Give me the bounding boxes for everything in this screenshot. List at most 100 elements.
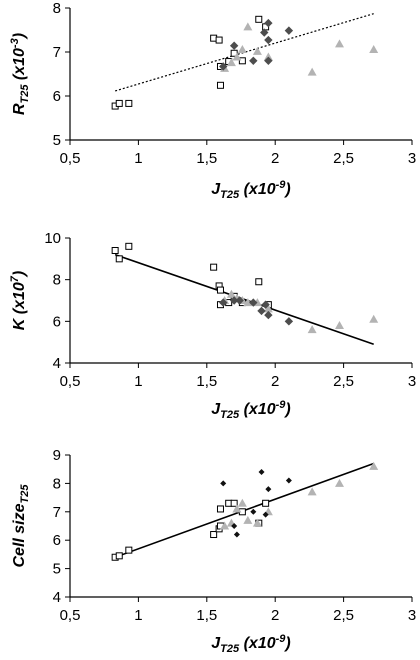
point-triangle bbox=[226, 58, 236, 67]
y-tick-label: 10 bbox=[44, 230, 61, 247]
point-open-square bbox=[210, 263, 218, 271]
x-tick-label: 2 bbox=[271, 373, 279, 390]
point-triangle bbox=[226, 289, 236, 298]
x-label-main: J bbox=[211, 401, 221, 418]
y-tick-label: 5 bbox=[53, 132, 61, 149]
point-diamond bbox=[250, 508, 257, 515]
point-diamond bbox=[220, 480, 227, 487]
point-diamond bbox=[261, 300, 270, 309]
point-open-square bbox=[115, 99, 123, 107]
point-open-square bbox=[115, 255, 123, 263]
x-tick-label: 1,5 bbox=[196, 373, 217, 390]
x-label-superscript: -9 bbox=[276, 633, 287, 645]
y-tick-label: 8 bbox=[53, 272, 61, 289]
point-triangle bbox=[307, 325, 317, 334]
point-open-square bbox=[125, 242, 133, 250]
point-diamond bbox=[265, 486, 272, 493]
point-diamond bbox=[284, 317, 294, 326]
point-open-square bbox=[216, 286, 224, 294]
y-label-end: ) bbox=[11, 271, 28, 278]
y-label-main: Cell size bbox=[11, 503, 28, 567]
point-open-square bbox=[115, 552, 123, 560]
y-label-end: ) bbox=[11, 33, 28, 40]
point-triangle bbox=[369, 44, 379, 53]
point-open-square bbox=[238, 57, 246, 65]
y-axis-label: Cell sizeT25 bbox=[11, 484, 31, 568]
x-label-tail: (x10 bbox=[239, 401, 276, 418]
point-open-square bbox=[215, 36, 223, 44]
y-label-superscript: 7 bbox=[9, 275, 21, 282]
x-label-end: ) bbox=[283, 635, 290, 652]
point-diamond bbox=[260, 28, 269, 37]
point-diamond bbox=[231, 523, 238, 529]
y-label-subscript: T25 bbox=[19, 484, 31, 504]
point-diamond bbox=[264, 56, 273, 65]
y-tick-label: 8 bbox=[53, 0, 61, 17]
y-tick-label: 6 bbox=[53, 88, 61, 105]
x-tick-label: 1,5 bbox=[196, 150, 217, 167]
point-diamond bbox=[262, 511, 269, 518]
x-axis-label: JT25 (x10-9) bbox=[211, 179, 290, 201]
y-label-superscript: -3 bbox=[9, 38, 21, 48]
x-tick-label: 2,5 bbox=[333, 150, 354, 167]
point-triangle bbox=[369, 461, 379, 470]
x-tick-label: 3 bbox=[408, 373, 416, 390]
x-tick-label: 1 bbox=[134, 150, 142, 167]
x-label-end: ) bbox=[283, 181, 290, 198]
x-tick-label: 2,5 bbox=[333, 373, 354, 390]
point-diamond bbox=[235, 296, 244, 305]
point-diamond bbox=[233, 531, 240, 538]
point-diamond bbox=[229, 41, 239, 50]
point-open-square bbox=[216, 81, 224, 89]
x-label-end: ) bbox=[283, 401, 290, 418]
y-label-subscript: T25 bbox=[19, 84, 31, 104]
x-axis-label: JT25 (x10-9) bbox=[211, 633, 290, 655]
point-diamond bbox=[249, 298, 258, 307]
y-tick-label: 4 bbox=[53, 589, 61, 606]
point-open-square bbox=[111, 247, 119, 254]
point-diamond bbox=[264, 35, 273, 45]
x-label-subscript: T25 bbox=[220, 643, 240, 655]
y-axis-label: RT25 (x10-3) bbox=[9, 33, 31, 115]
point-diamond bbox=[219, 298, 228, 307]
y-label-main: R bbox=[11, 103, 28, 115]
point-triangle bbox=[243, 22, 253, 31]
y-tick-label: 5 bbox=[53, 561, 61, 578]
point-triangle bbox=[334, 321, 344, 329]
point-open-square bbox=[125, 546, 133, 554]
y-label-main: K bbox=[11, 317, 28, 330]
x-tick-label: 3 bbox=[408, 150, 416, 167]
point-triangle bbox=[243, 515, 253, 524]
x-tick-label: 1 bbox=[134, 373, 142, 390]
point-diamond bbox=[285, 477, 292, 484]
x-label-superscript: -9 bbox=[276, 399, 287, 411]
point-open-square bbox=[216, 505, 224, 513]
y-tick-label: 7 bbox=[53, 44, 61, 61]
x-tick-label: 1 bbox=[134, 607, 142, 624]
x-label-subscript: T25 bbox=[220, 409, 240, 421]
point-diamond bbox=[249, 56, 258, 65]
x-tick-label: 2,5 bbox=[333, 607, 354, 624]
point-diamond bbox=[257, 306, 266, 316]
point-triangle bbox=[232, 52, 242, 61]
point-triangle bbox=[263, 52, 273, 61]
point-triangle bbox=[334, 39, 344, 48]
y-tick-label: 7 bbox=[53, 504, 61, 521]
y-tick-label: 4 bbox=[53, 355, 61, 372]
point-triangle bbox=[334, 478, 344, 487]
y-label-tail: (x10 bbox=[11, 48, 28, 85]
point-open-square bbox=[255, 15, 263, 23]
point-diamond bbox=[229, 296, 239, 305]
x-label-main: J bbox=[211, 635, 221, 652]
x-tick-label: 1,5 bbox=[196, 607, 217, 624]
point-open-square bbox=[262, 499, 270, 507]
point-open-square bbox=[255, 278, 263, 286]
x-tick-label: 0,5 bbox=[60, 373, 81, 390]
point-diamond bbox=[264, 310, 273, 320]
point-open-square bbox=[230, 499, 238, 507]
point-triangle bbox=[369, 314, 379, 323]
point-diamond bbox=[219, 62, 228, 71]
